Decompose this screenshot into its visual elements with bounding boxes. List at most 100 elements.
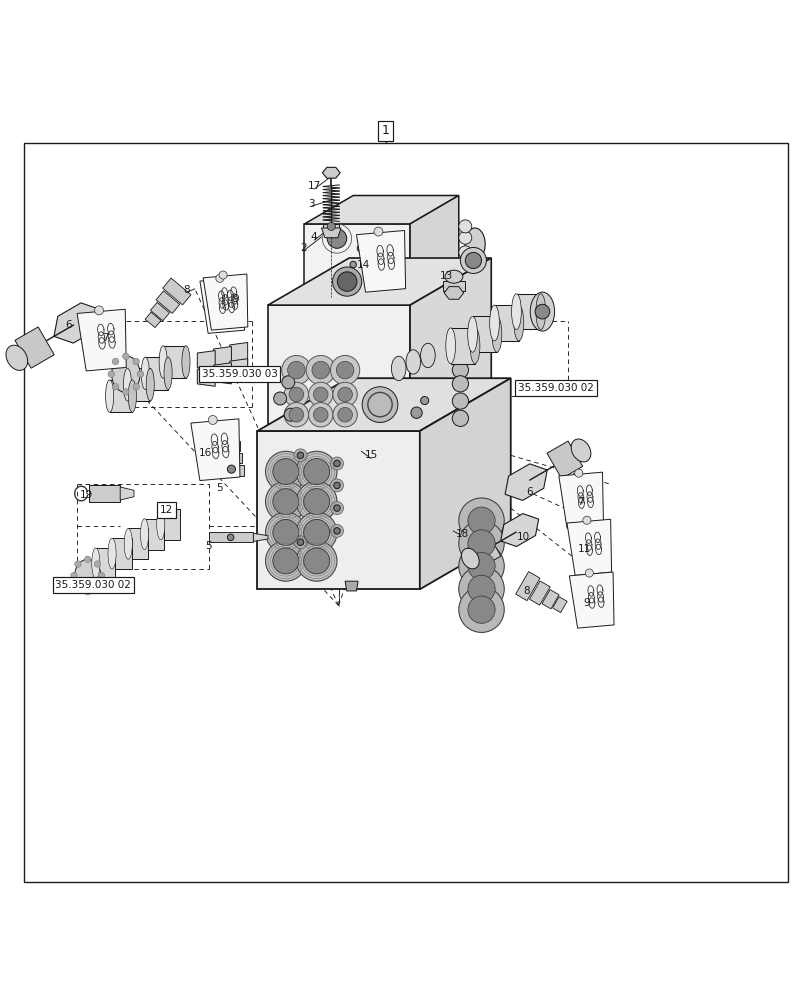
Ellipse shape: [458, 220, 471, 233]
Ellipse shape: [445, 328, 455, 364]
Text: 10: 10: [517, 532, 530, 542]
Polygon shape: [144, 519, 164, 550]
Circle shape: [330, 479, 343, 492]
Text: 8: 8: [522, 586, 529, 596]
Polygon shape: [322, 167, 340, 178]
Polygon shape: [500, 514, 538, 546]
Circle shape: [327, 229, 346, 248]
Text: 13: 13: [440, 271, 453, 281]
Ellipse shape: [75, 559, 101, 592]
Polygon shape: [410, 196, 458, 297]
Circle shape: [467, 553, 495, 580]
Ellipse shape: [513, 305, 523, 341]
Circle shape: [410, 407, 422, 418]
Circle shape: [296, 481, 337, 522]
Polygon shape: [89, 485, 120, 502]
Ellipse shape: [146, 368, 154, 401]
Circle shape: [374, 227, 383, 236]
Polygon shape: [150, 302, 169, 321]
Text: 3: 3: [308, 199, 315, 209]
Circle shape: [281, 355, 311, 385]
Circle shape: [272, 519, 298, 545]
Circle shape: [122, 353, 129, 360]
Circle shape: [311, 361, 329, 379]
Circle shape: [333, 403, 357, 427]
Ellipse shape: [535, 294, 545, 329]
Circle shape: [336, 361, 354, 379]
Circle shape: [219, 271, 227, 279]
Circle shape: [350, 261, 356, 268]
Circle shape: [337, 407, 352, 422]
Polygon shape: [410, 258, 491, 439]
Circle shape: [306, 355, 335, 385]
Circle shape: [296, 541, 337, 581]
Circle shape: [265, 512, 306, 553]
Ellipse shape: [182, 346, 190, 378]
Circle shape: [458, 566, 504, 612]
Ellipse shape: [124, 528, 132, 559]
Polygon shape: [145, 357, 168, 390]
Circle shape: [133, 384, 139, 390]
Polygon shape: [197, 367, 215, 386]
Polygon shape: [450, 328, 474, 364]
Polygon shape: [156, 291, 179, 313]
Circle shape: [75, 584, 81, 590]
Circle shape: [272, 459, 298, 485]
Circle shape: [122, 389, 129, 395]
Ellipse shape: [391, 356, 406, 381]
Polygon shape: [504, 464, 547, 500]
Ellipse shape: [105, 380, 114, 412]
Ellipse shape: [159, 346, 167, 378]
Polygon shape: [223, 441, 239, 451]
Ellipse shape: [489, 305, 499, 341]
Polygon shape: [162, 278, 191, 305]
Polygon shape: [213, 363, 231, 384]
Polygon shape: [541, 590, 559, 609]
Polygon shape: [230, 342, 247, 365]
Polygon shape: [419, 378, 510, 589]
Circle shape: [330, 524, 343, 537]
Circle shape: [216, 274, 224, 282]
Text: 9: 9: [582, 598, 589, 608]
Circle shape: [467, 596, 495, 623]
Circle shape: [227, 534, 234, 541]
Circle shape: [294, 536, 307, 549]
Circle shape: [333, 482, 340, 489]
Circle shape: [294, 449, 307, 462]
Ellipse shape: [406, 350, 420, 374]
Circle shape: [265, 451, 306, 492]
Polygon shape: [197, 351, 215, 370]
Circle shape: [465, 252, 481, 269]
Polygon shape: [494, 305, 518, 341]
Circle shape: [313, 387, 328, 402]
Circle shape: [458, 543, 504, 589]
Polygon shape: [547, 441, 582, 479]
Circle shape: [330, 355, 359, 385]
Ellipse shape: [123, 368, 131, 401]
Text: 19: 19: [80, 490, 93, 500]
Ellipse shape: [511, 294, 521, 329]
Ellipse shape: [420, 343, 435, 368]
Circle shape: [281, 376, 294, 389]
Circle shape: [273, 392, 286, 405]
Text: 17: 17: [307, 181, 320, 191]
Circle shape: [133, 358, 139, 365]
Circle shape: [303, 519, 329, 545]
Polygon shape: [257, 378, 510, 431]
Ellipse shape: [108, 538, 116, 569]
Circle shape: [330, 457, 343, 470]
Circle shape: [265, 541, 306, 581]
Polygon shape: [213, 347, 231, 368]
Circle shape: [272, 489, 298, 515]
Circle shape: [303, 459, 329, 485]
Circle shape: [333, 505, 340, 511]
Polygon shape: [230, 359, 247, 381]
Ellipse shape: [470, 328, 479, 364]
Polygon shape: [468, 533, 500, 567]
Polygon shape: [253, 533, 268, 541]
Circle shape: [296, 451, 337, 492]
Polygon shape: [77, 309, 126, 371]
Circle shape: [458, 587, 504, 632]
Text: 8: 8: [183, 285, 190, 295]
Circle shape: [333, 382, 357, 407]
